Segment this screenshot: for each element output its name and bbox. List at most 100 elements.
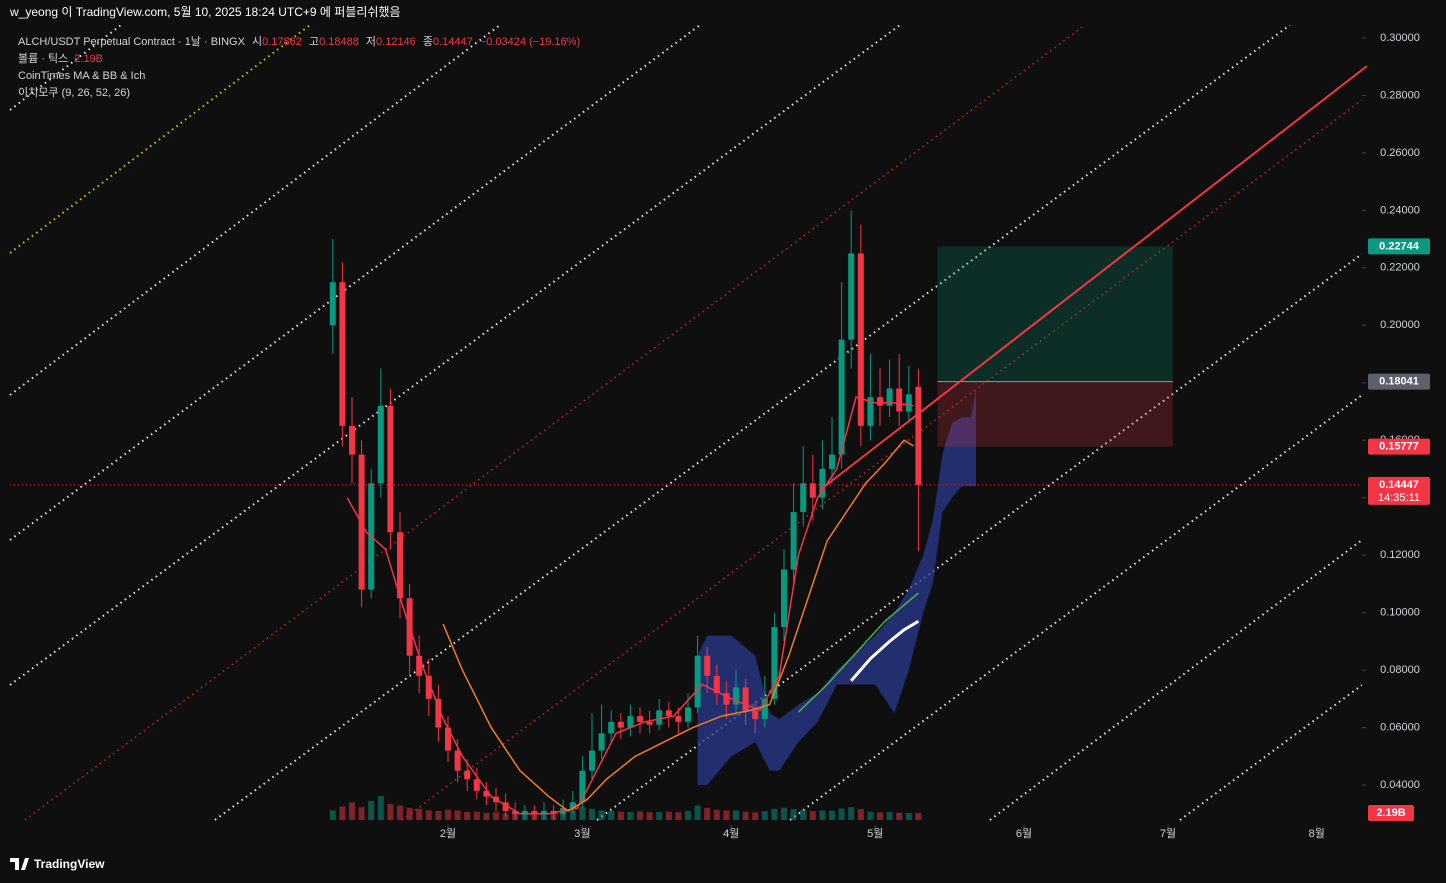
candle-body	[742, 687, 749, 711]
candle-body	[445, 727, 451, 751]
candle-body	[473, 779, 480, 791]
volume-bar	[915, 812, 922, 820]
candle-body	[790, 512, 797, 570]
volume-bar	[800, 809, 807, 820]
ohlc-label: 저	[366, 35, 376, 48]
candle-body	[752, 710, 759, 719]
volume-bar	[445, 809, 451, 820]
moving-average	[442, 439, 914, 812]
volume-bar	[819, 810, 826, 820]
volume-bar	[877, 812, 883, 820]
target-tag: 0.22744	[1379, 240, 1420, 252]
candle-body	[704, 655, 711, 676]
candle-body	[608, 721, 615, 734]
stop-tag-bg	[1368, 438, 1430, 455]
indicator: 볼륨 · 틱스	[18, 52, 68, 65]
volume-bar	[685, 811, 691, 820]
entry-tag: 0.18041	[1379, 375, 1419, 387]
volume-bar	[608, 811, 615, 820]
candle-body	[483, 790, 490, 797]
ichimoku-cloud	[697, 388, 976, 786]
x-tick-label: 3월	[574, 827, 590, 840]
volume-bar	[358, 807, 365, 820]
x-tick-label: 2월	[440, 827, 456, 840]
volume-bar	[637, 811, 643, 820]
candle-body	[723, 693, 730, 705]
moving-average	[346, 396, 914, 815]
y-tick-label: 0.08000	[1380, 664, 1420, 676]
candle-body	[397, 532, 403, 599]
last-price-tag-timer: 14:35:11	[1378, 492, 1420, 504]
volume-bar	[761, 811, 768, 820]
y-tick-label: 0.06000	[1380, 721, 1420, 733]
y-tick-label: 0.20000	[1380, 319, 1420, 331]
moving-average	[850, 619, 920, 682]
volume-bar	[416, 808, 423, 820]
candle-body	[531, 810, 538, 814]
candle-body	[512, 810, 519, 814]
candle-body	[617, 721, 624, 728]
symbol: ALCH/USDT Perpetual Contract · 1날 · BING…	[18, 35, 246, 48]
candle-body	[656, 710, 663, 725]
candle-body	[886, 388, 893, 406]
candle-body	[781, 569, 787, 628]
indicator: CoinTimes MA & BB & Ich	[18, 70, 145, 82]
candle-body	[829, 454, 835, 469]
volume-bar	[838, 808, 845, 820]
candle-body	[809, 483, 816, 498]
candle-body	[541, 810, 547, 814]
candle-body	[838, 339, 845, 455]
volume-bar	[752, 812, 759, 820]
channel-line	[596, 253, 1362, 821]
channel-line	[24, 25, 1086, 821]
candle-body	[579, 770, 586, 803]
candle-body	[589, 750, 595, 771]
x-tick-label: 5월	[867, 827, 883, 840]
stop-zone	[937, 381, 1173, 447]
footer: TradingView	[34, 857, 105, 871]
last-price-tag: 0.14447	[1379, 479, 1419, 491]
candle-body	[857, 253, 864, 426]
volume-bar	[886, 812, 893, 820]
volume-bar	[387, 804, 394, 820]
candle-body	[646, 721, 653, 725]
y-tick-label: 0.04000	[1380, 779, 1420, 791]
candle-body	[761, 698, 768, 719]
moving-average	[797, 592, 919, 713]
low-value: 0.12146	[376, 36, 416, 48]
volume-bar	[483, 812, 490, 820]
last-price-tag-bg	[1368, 476, 1430, 505]
candle-body	[665, 710, 672, 717]
indicator: 이치모쿠 (9, 26, 52, 26)	[18, 86, 130, 99]
candle-body	[329, 282, 336, 326]
candle-body	[713, 675, 720, 694]
candle-body	[800, 483, 807, 513]
candle-body	[896, 388, 903, 412]
candle-body	[454, 750, 461, 771]
volume-bar	[435, 811, 442, 820]
candle-body	[627, 716, 634, 728]
volume-bar	[694, 805, 701, 820]
volume-bar	[368, 800, 375, 820]
candle-body	[637, 716, 643, 722]
volume-bar	[569, 810, 576, 820]
ohlc-label: 고	[309, 36, 319, 48]
volume-value: 2.19B	[74, 53, 103, 65]
x-tick-label: 4월	[723, 827, 739, 840]
axis-layer: 0.040000.060000.080000.100000.120000.140…	[440, 32, 1430, 840]
ohlc-label: 종	[423, 36, 433, 48]
volume-bar	[339, 806, 346, 820]
volume-bar	[781, 807, 787, 820]
x-tick-label: 7월	[1160, 827, 1176, 840]
volume-bar	[579, 807, 586, 820]
volume-bar	[790, 809, 797, 820]
open-value: 0.17862	[262, 36, 302, 48]
y-tick-label: 0.30000	[1380, 32, 1420, 44]
volume-bar	[713, 809, 720, 820]
stop-tag: 0.15777	[1379, 441, 1419, 453]
candle-body	[521, 810, 528, 814]
volume-bar	[349, 802, 355, 820]
volume-tag: 2.19B	[1376, 807, 1405, 819]
candle-body	[377, 405, 384, 484]
